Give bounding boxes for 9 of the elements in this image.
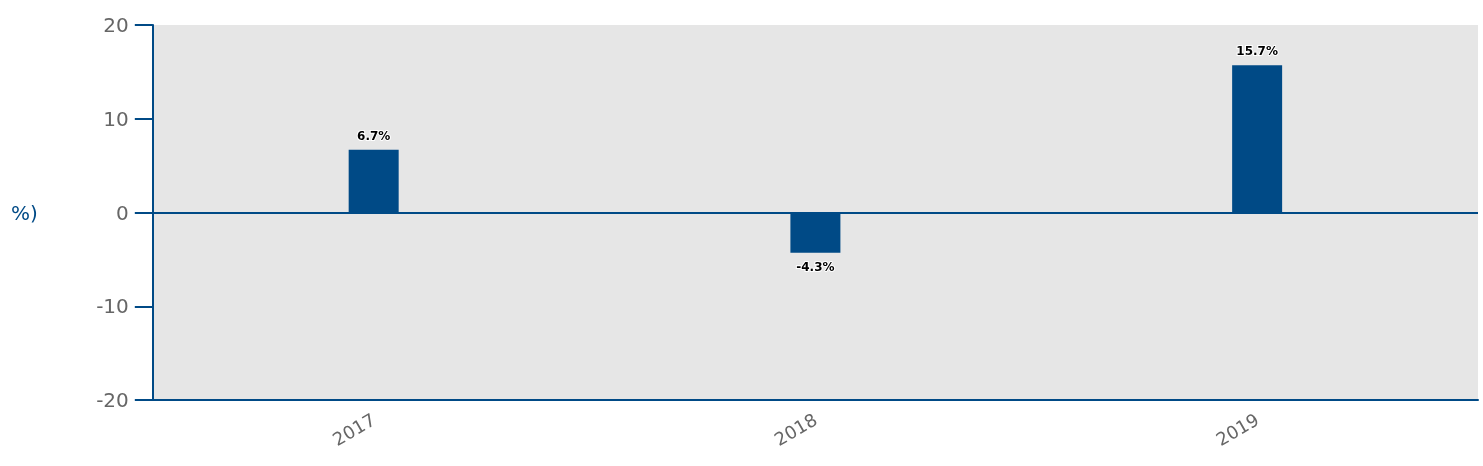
- y-axis-title: %): [10, 200, 38, 225]
- y-tick-label: 10: [103, 106, 129, 131]
- data-label: 15.7%: [1236, 44, 1278, 59]
- y-tick-label: 0: [116, 200, 129, 225]
- data-label: -4.3%: [796, 259, 835, 274]
- y-tick-label: 20: [103, 13, 129, 37]
- data-label: 6.7%: [357, 128, 391, 143]
- y-tick-label: -20: [96, 388, 129, 412]
- y-tick-label: -10: [96, 294, 129, 319]
